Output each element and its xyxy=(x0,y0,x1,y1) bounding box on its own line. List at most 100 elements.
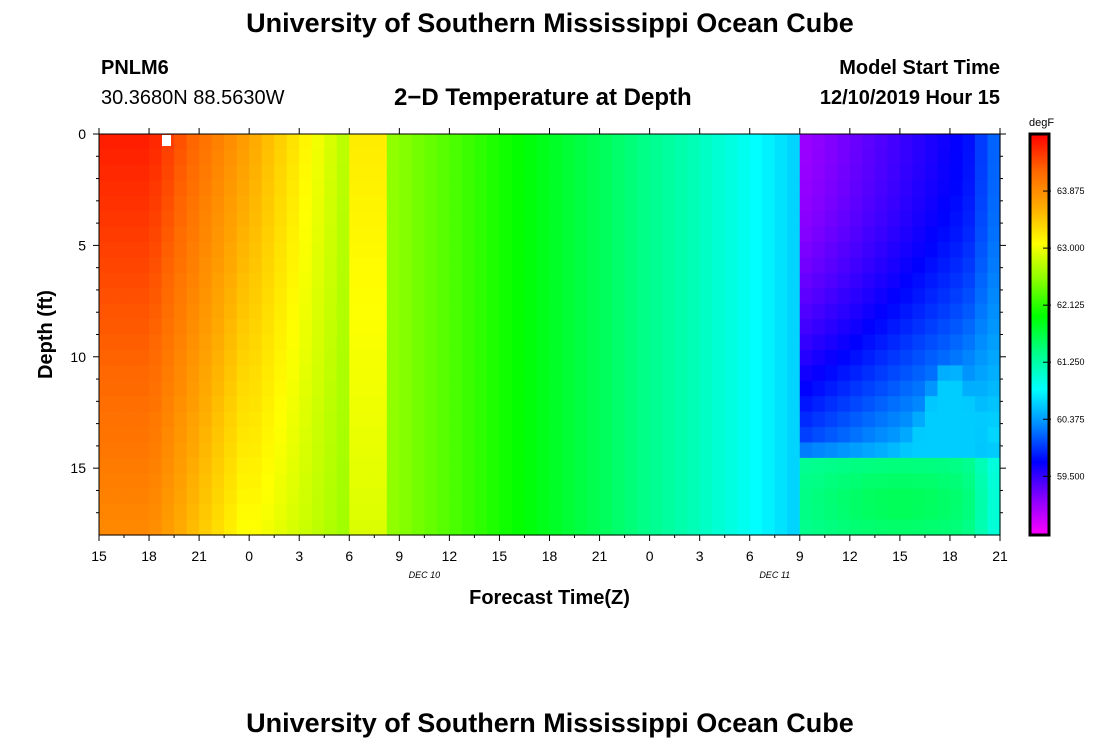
heatmap-cell xyxy=(912,319,926,336)
heatmap-cell xyxy=(361,288,375,305)
heatmap-cell xyxy=(249,519,263,536)
heatmap-cell xyxy=(924,303,939,320)
heatmap-cell xyxy=(824,272,838,289)
heatmap-cell xyxy=(599,488,613,505)
heatmap-cell xyxy=(411,442,425,459)
heatmap-cell xyxy=(499,164,513,181)
heatmap-cell xyxy=(624,226,638,243)
heatmap-cell xyxy=(649,427,663,444)
heatmap-cell xyxy=(724,380,738,397)
heatmap-cell xyxy=(374,457,388,474)
heatmap-cell xyxy=(887,272,901,289)
heatmap-cell xyxy=(912,365,926,382)
heatmap-cell xyxy=(374,164,388,181)
heatmap-cell xyxy=(386,457,400,474)
heatmap-cell xyxy=(674,488,688,505)
heatmap-cell xyxy=(712,211,726,228)
heatmap-cell xyxy=(624,519,638,536)
heatmap-cell xyxy=(411,504,425,521)
heatmap-cell xyxy=(161,442,175,459)
heatmap-cell xyxy=(311,334,325,351)
heatmap-cell xyxy=(436,164,450,181)
heatmap-cell xyxy=(449,488,463,505)
heatmap-cell xyxy=(399,272,413,289)
heatmap-cell xyxy=(549,442,563,459)
heatmap-cell xyxy=(912,504,926,521)
heatmap-cell xyxy=(449,349,463,366)
heatmap-cell xyxy=(386,195,400,212)
heatmap-cell xyxy=(837,272,851,289)
heatmap-cell xyxy=(962,134,976,151)
heatmap-cell xyxy=(436,427,450,444)
heatmap-cell xyxy=(612,396,626,413)
heatmap-cell xyxy=(862,180,876,197)
heatmap-cell xyxy=(724,457,738,474)
heatmap-cell xyxy=(261,303,275,320)
heatmap-cell xyxy=(524,134,538,151)
heatmap-cell xyxy=(674,349,688,366)
heatmap-cell xyxy=(486,272,501,289)
heatmap-cell xyxy=(349,257,363,274)
heatmap-cell xyxy=(849,134,863,151)
heatmap-cell xyxy=(224,349,238,366)
heatmap-cell xyxy=(549,396,563,413)
heatmap-cell xyxy=(436,226,450,243)
heatmap-cell xyxy=(461,504,476,521)
heatmap-cell xyxy=(274,504,288,521)
heatmap-cell xyxy=(211,334,225,351)
heatmap-cell xyxy=(724,211,738,228)
heatmap-cell xyxy=(899,303,913,320)
heatmap-cell xyxy=(336,349,350,366)
heatmap-cell xyxy=(824,303,838,320)
heatmap-cell xyxy=(574,473,588,490)
heatmap-cell xyxy=(862,457,876,474)
heatmap-cell xyxy=(749,241,763,258)
heatmap-cell xyxy=(849,349,863,366)
heatmap-cell xyxy=(99,427,113,444)
heatmap-cell xyxy=(449,241,463,258)
heatmap-cell xyxy=(211,134,225,151)
heatmap-cell xyxy=(824,504,838,521)
heatmap-cell xyxy=(486,226,501,243)
heatmap-cell xyxy=(474,334,488,351)
heatmap-cell xyxy=(161,396,175,413)
heatmap-cell xyxy=(637,457,651,474)
heatmap-cell xyxy=(549,211,563,228)
heatmap-cell xyxy=(687,519,701,536)
x-tick-label: 6 xyxy=(345,548,353,564)
heatmap-cell xyxy=(361,411,375,428)
heatmap-cell xyxy=(524,149,538,166)
heatmap-cell xyxy=(899,473,913,490)
heatmap-cell xyxy=(887,427,901,444)
heatmap-cell xyxy=(924,211,939,228)
heatmap-cell xyxy=(687,288,701,305)
heatmap-cell xyxy=(899,396,913,413)
heatmap-cell xyxy=(774,396,788,413)
heatmap-cell xyxy=(637,180,651,197)
heatmap-cell xyxy=(399,442,413,459)
heatmap-cell xyxy=(274,457,288,474)
heatmap-cell xyxy=(749,149,763,166)
heatmap-cell xyxy=(399,411,413,428)
heatmap-cell xyxy=(862,519,876,536)
heatmap-cell xyxy=(299,411,313,428)
heatmap-cell xyxy=(411,195,425,212)
heatmap-cell xyxy=(824,380,838,397)
heatmap-cell xyxy=(699,411,713,428)
heatmap-cell xyxy=(124,303,138,320)
heatmap-cell xyxy=(374,241,388,258)
heatmap-cell xyxy=(474,149,488,166)
heatmap-cell xyxy=(612,195,626,212)
heatmap-cell xyxy=(974,180,989,197)
heatmap-cell xyxy=(824,319,838,336)
heatmap-cell xyxy=(962,473,976,490)
heatmap-cell xyxy=(799,488,813,505)
heatmap-cell xyxy=(949,241,964,258)
heatmap-cell xyxy=(574,488,588,505)
heatmap-cell xyxy=(199,288,213,305)
heatmap-cell xyxy=(261,241,275,258)
heatmap-cell xyxy=(774,334,788,351)
heatmap-cell xyxy=(186,488,200,505)
heatmap-cell xyxy=(424,442,438,459)
heatmap-cell xyxy=(749,365,763,382)
